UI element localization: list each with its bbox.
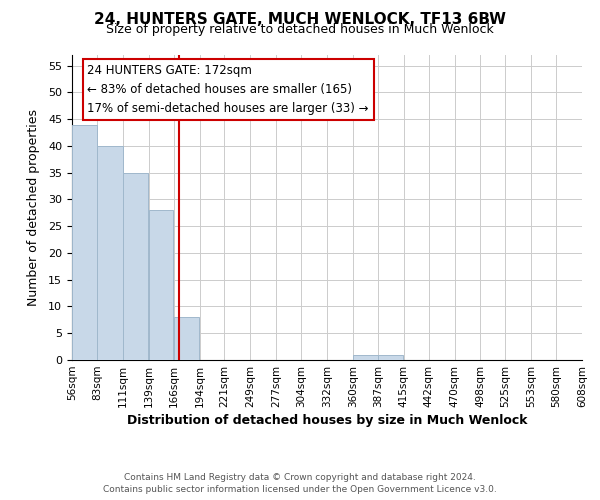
X-axis label: Distribution of detached houses by size in Much Wenlock: Distribution of detached houses by size … [127,414,527,427]
Text: Size of property relative to detached houses in Much Wenlock: Size of property relative to detached ho… [106,22,494,36]
Bar [123,172,148,360]
Text: 24, HUNTERS GATE, MUCH WENLOCK, TF13 6BW: 24, HUNTERS GATE, MUCH WENLOCK, TF13 6BW [94,12,506,28]
Bar [174,317,199,360]
Bar [97,146,122,360]
Bar [353,354,377,360]
Bar [378,354,403,360]
Y-axis label: Number of detached properties: Number of detached properties [27,109,40,306]
Text: 24 HUNTERS GATE: 172sqm
← 83% of detached houses are smaller (165)
17% of semi-d: 24 HUNTERS GATE: 172sqm ← 83% of detache… [88,64,369,115]
Bar [72,124,97,360]
Text: Contains HM Land Registry data © Crown copyright and database right 2024.
Contai: Contains HM Land Registry data © Crown c… [103,472,497,494]
Bar [149,210,173,360]
